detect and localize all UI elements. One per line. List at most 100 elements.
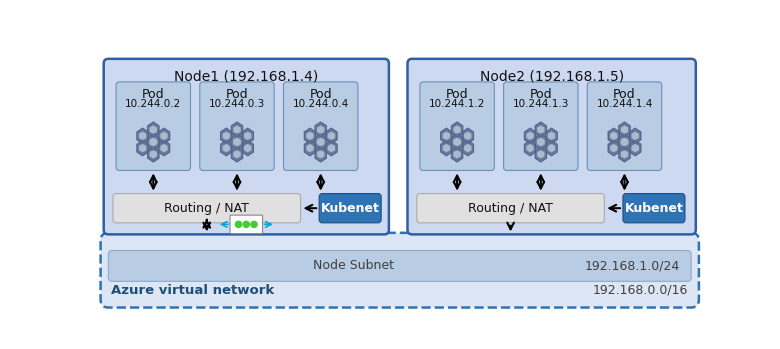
Text: 10.244.1.3: 10.244.1.3: [512, 99, 569, 109]
Polygon shape: [304, 141, 316, 156]
FancyBboxPatch shape: [623, 194, 685, 223]
FancyBboxPatch shape: [101, 233, 699, 307]
Polygon shape: [147, 134, 159, 150]
Polygon shape: [535, 147, 547, 162]
Polygon shape: [451, 134, 463, 150]
Text: Pod: Pod: [613, 88, 636, 101]
Polygon shape: [527, 145, 533, 151]
Polygon shape: [619, 134, 630, 150]
FancyBboxPatch shape: [407, 59, 696, 235]
Polygon shape: [441, 141, 452, 156]
Polygon shape: [546, 141, 557, 156]
Polygon shape: [633, 145, 638, 151]
FancyBboxPatch shape: [587, 82, 661, 170]
Polygon shape: [611, 145, 617, 151]
Polygon shape: [524, 128, 536, 143]
Text: Pod: Pod: [142, 88, 165, 101]
Text: Kubenet: Kubenet: [321, 202, 380, 215]
Polygon shape: [317, 138, 324, 146]
Polygon shape: [328, 145, 335, 151]
Polygon shape: [137, 141, 148, 156]
Text: Pod: Pod: [446, 88, 469, 101]
Polygon shape: [242, 128, 254, 143]
Polygon shape: [147, 122, 159, 137]
Text: 192.168.1.0/24: 192.168.1.0/24: [585, 259, 680, 273]
Polygon shape: [441, 128, 452, 143]
Polygon shape: [245, 145, 250, 151]
Polygon shape: [465, 145, 471, 151]
FancyBboxPatch shape: [113, 194, 300, 223]
Polygon shape: [452, 122, 463, 137]
Polygon shape: [232, 147, 243, 162]
Polygon shape: [307, 132, 313, 139]
FancyBboxPatch shape: [116, 82, 190, 170]
Polygon shape: [463, 141, 473, 156]
Polygon shape: [315, 122, 326, 137]
Polygon shape: [150, 138, 157, 146]
Polygon shape: [465, 132, 471, 139]
Polygon shape: [234, 126, 240, 133]
Polygon shape: [161, 145, 167, 151]
Polygon shape: [221, 141, 232, 156]
Text: Node1 (192.168.1.4): Node1 (192.168.1.4): [174, 69, 318, 84]
Text: Kubenet: Kubenet: [625, 202, 683, 215]
Text: Pod: Pod: [310, 88, 332, 101]
Polygon shape: [538, 151, 544, 158]
Polygon shape: [443, 145, 449, 151]
Polygon shape: [245, 132, 250, 139]
Polygon shape: [234, 138, 240, 146]
Polygon shape: [537, 138, 544, 146]
Polygon shape: [140, 145, 146, 151]
Polygon shape: [304, 128, 316, 143]
Polygon shape: [443, 132, 449, 139]
Polygon shape: [326, 141, 337, 156]
Polygon shape: [622, 138, 628, 146]
Polygon shape: [548, 132, 555, 139]
FancyBboxPatch shape: [108, 251, 691, 281]
Circle shape: [243, 221, 250, 228]
Polygon shape: [317, 126, 324, 133]
Polygon shape: [151, 126, 156, 133]
FancyBboxPatch shape: [319, 194, 381, 223]
Text: 10.244.1.4: 10.244.1.4: [597, 99, 653, 109]
Text: Pod: Pod: [225, 88, 248, 101]
Text: Routing / NAT: Routing / NAT: [468, 202, 553, 215]
Polygon shape: [454, 126, 460, 133]
Polygon shape: [223, 132, 229, 139]
Text: 10.244.0.2: 10.244.0.2: [125, 99, 182, 109]
Polygon shape: [608, 128, 619, 143]
Polygon shape: [538, 126, 544, 133]
FancyBboxPatch shape: [230, 215, 263, 233]
Text: Routing / NAT: Routing / NAT: [165, 202, 250, 215]
FancyBboxPatch shape: [504, 82, 578, 170]
Polygon shape: [328, 132, 335, 139]
Polygon shape: [137, 128, 148, 143]
Polygon shape: [608, 141, 619, 156]
Circle shape: [251, 221, 257, 228]
Polygon shape: [307, 145, 313, 151]
Polygon shape: [611, 132, 617, 139]
Polygon shape: [454, 138, 460, 146]
Polygon shape: [223, 145, 229, 151]
Polygon shape: [234, 151, 240, 158]
Polygon shape: [231, 134, 243, 150]
Polygon shape: [151, 151, 156, 158]
Polygon shape: [454, 151, 460, 158]
Polygon shape: [463, 128, 473, 143]
FancyBboxPatch shape: [104, 59, 389, 235]
Polygon shape: [314, 134, 327, 150]
Polygon shape: [629, 128, 641, 143]
Polygon shape: [622, 151, 627, 158]
Polygon shape: [535, 134, 547, 150]
FancyBboxPatch shape: [200, 82, 275, 170]
Text: 10.244.0.4: 10.244.0.4: [292, 99, 349, 109]
Text: Pod: Pod: [530, 88, 552, 101]
Polygon shape: [158, 141, 169, 156]
Polygon shape: [622, 126, 627, 133]
Polygon shape: [140, 132, 146, 139]
Polygon shape: [548, 145, 555, 151]
Polygon shape: [633, 132, 638, 139]
Polygon shape: [535, 122, 547, 137]
Polygon shape: [315, 147, 326, 162]
Polygon shape: [242, 141, 254, 156]
